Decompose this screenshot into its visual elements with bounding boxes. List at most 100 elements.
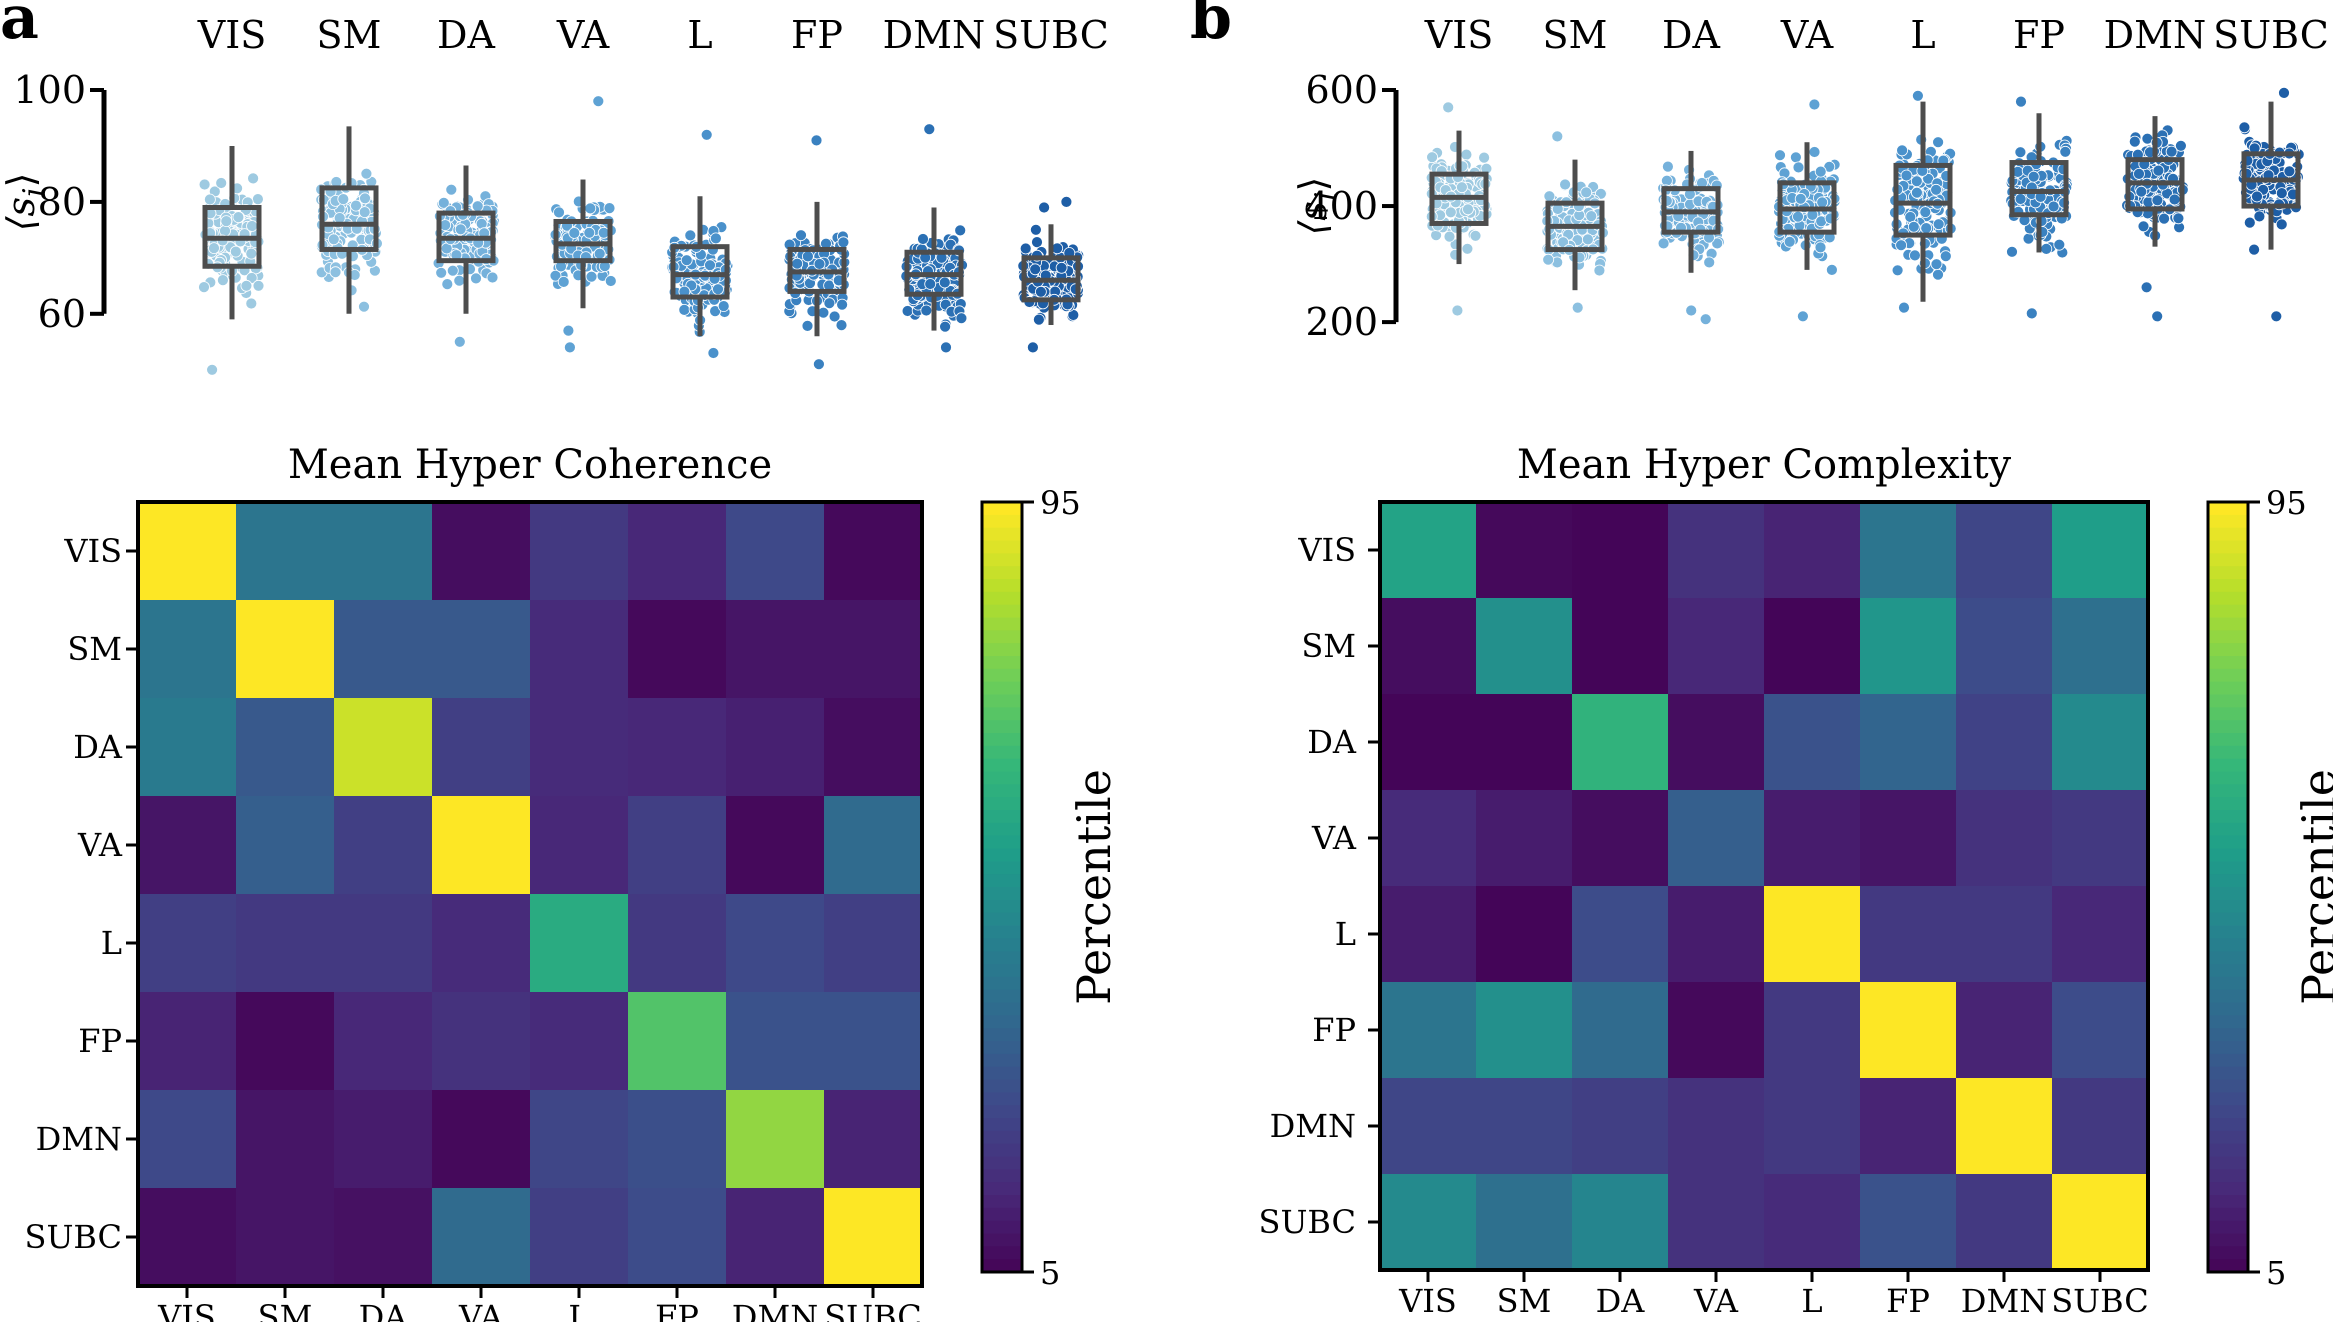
- colorbar-segment: [982, 540, 1022, 555]
- heatmap-cell-DMN-FP: [1860, 1078, 1957, 1175]
- strip-point-VIS: [1461, 242, 1474, 255]
- strip-point-FP: [2014, 146, 2027, 159]
- strip-point-L: [1930, 258, 1943, 271]
- colorbar-segment: [2208, 899, 2248, 914]
- strip-point-VA: [1792, 161, 1805, 174]
- strip-point-VA: [604, 275, 617, 287]
- strip-point-L: [1932, 218, 1945, 231]
- strip-point-VA: [553, 206, 565, 219]
- colorbar-segment: [2208, 1233, 2248, 1248]
- column-label-L: L: [1801, 1282, 1822, 1320]
- heatmap-cell-DA-VA: [432, 698, 531, 797]
- heatmap-cell-FP-SUBC: [824, 992, 923, 1091]
- column-label-FP: FP: [655, 1298, 699, 1322]
- heatmap-cell-L-DMN: [1956, 886, 2053, 983]
- strip-point-DA: [470, 272, 482, 285]
- colorbar-segment: [982, 784, 1022, 798]
- heatmap-cell-L-VA: [1668, 886, 1765, 983]
- colorbar-segment: [2208, 1105, 2248, 1119]
- heatmap-cell-DA-DA: [334, 698, 433, 797]
- colorbar-segment: [2208, 1156, 2248, 1171]
- heatmap-cell-DA-L: [530, 698, 629, 797]
- heatmap-cell-SM-DA: [334, 600, 433, 699]
- row-label-DMN: DMN: [1270, 1107, 1356, 1145]
- outlier-point-FP: [2025, 307, 2038, 320]
- heatmap-cell-L-L: [1764, 886, 1861, 983]
- outlier-point-SUBC: [1060, 195, 1073, 208]
- row-label-FP: FP: [78, 1022, 122, 1060]
- colorbar-segment: [2208, 643, 2248, 657]
- strip-point-SUBC: [2275, 187, 2288, 200]
- strip-point-DMN: [2135, 185, 2148, 198]
- heatmap-cell-SM-FP: [1860, 598, 1957, 695]
- row-label-SUBC: SUBC: [25, 1218, 122, 1256]
- heatmap-cell-VIS-VIS: [1380, 502, 1477, 599]
- colorbar-label: Percentile: [1067, 769, 1121, 1005]
- y-tick-label: 100: [13, 68, 86, 112]
- heatmap-cell-DA-VIS: [1380, 694, 1477, 791]
- heatmap-frame: [1378, 500, 2150, 1272]
- colorbar-segment: [2208, 566, 2248, 580]
- heatmap-cell-DMN-SM: [1476, 1078, 1573, 1175]
- strip-point-L: [1920, 222, 1933, 235]
- strip-point-VA: [1774, 149, 1786, 162]
- colorbar-segment: [2208, 733, 2248, 747]
- heatmap-cell-VIS-SUBC: [2052, 502, 2149, 599]
- strip-point-L: [684, 229, 697, 242]
- outlier-point-L: [1898, 301, 1910, 314]
- colorbar-segment: [2208, 1207, 2248, 1222]
- colorbar-segment: [2208, 1066, 2248, 1081]
- heatmap-cell-DA-DMN: [1956, 694, 2053, 791]
- strip-point-VA: [584, 202, 597, 215]
- row-label-DMN: DMN: [36, 1120, 122, 1158]
- colorbar-tick-label-min: 5: [2266, 1254, 2286, 1292]
- row-label-SM: SM: [1301, 627, 1356, 665]
- outlier-point-VA: [564, 341, 576, 354]
- colorbar-segment: [2208, 630, 2248, 644]
- strip-point-VA: [1808, 146, 1821, 158]
- colorbar-segment: [2208, 874, 2248, 888]
- strip-point-VIS: [198, 178, 211, 191]
- heatmap-cell-DA-SM: [1476, 694, 1573, 791]
- heatmap-cell-FP-FP: [628, 992, 727, 1091]
- strip-point-L: [1904, 211, 1917, 223]
- heatmap-cell-SUBC-FP: [628, 1188, 727, 1287]
- strip-point-VA: [1790, 151, 1802, 164]
- category-label-DMN: DMN: [2104, 13, 2207, 57]
- outlier-point-DMN: [923, 123, 936, 136]
- category-label-DA: DA: [1662, 13, 1720, 57]
- heatmap-cell-SUBC-DA: [1572, 1174, 1669, 1271]
- colorbar-tick-label-max: 95: [1040, 484, 1081, 522]
- strip-point-L: [1909, 249, 1921, 262]
- colorbar-segment: [982, 1066, 1022, 1081]
- box-L: [670, 244, 730, 300]
- strip-point-DMN: [955, 312, 968, 325]
- outlier-point-FP: [813, 358, 825, 371]
- heatmap-cell-FP-SM: [236, 992, 335, 1091]
- strip-point-SM: [1585, 210, 1598, 223]
- category-label-VA: VA: [556, 13, 610, 57]
- strip-point-VIS: [229, 245, 242, 258]
- colorbar-segment: [982, 848, 1022, 863]
- colorbar-segment: [2208, 1130, 2248, 1145]
- outlier-point-VA: [1808, 98, 1821, 111]
- colorbar-segment: [2208, 784, 2248, 798]
- heatmap-cell-DMN-DMN: [1956, 1078, 2053, 1175]
- colorbar-segment: [982, 527, 1022, 542]
- strip-point-VIS: [247, 172, 260, 185]
- strip-point-SUBC: [1033, 313, 1045, 326]
- strip-point-FP: [795, 229, 807, 242]
- heatmap-cell-DMN-VA: [1668, 1078, 1765, 1175]
- strip-point-DA: [486, 271, 499, 284]
- outlier-point-VA: [1797, 310, 1809, 323]
- heatmap-cell-VA-VA: [432, 796, 531, 895]
- colorbar-segment: [982, 976, 1022, 991]
- column-label-SUBC: SUBC: [2051, 1282, 2148, 1320]
- strip-point-SUBC: [1055, 261, 1068, 274]
- strip-point-SUBC: [1019, 242, 1032, 255]
- colorbar-segment: [2208, 1220, 2248, 1235]
- heatmap-cell-L-DMN: [726, 894, 825, 993]
- outlier-point-VIS: [1442, 101, 1455, 114]
- box-FP: [2009, 160, 2069, 218]
- heatmap-cell-FP-SUBC: [2052, 982, 2149, 1079]
